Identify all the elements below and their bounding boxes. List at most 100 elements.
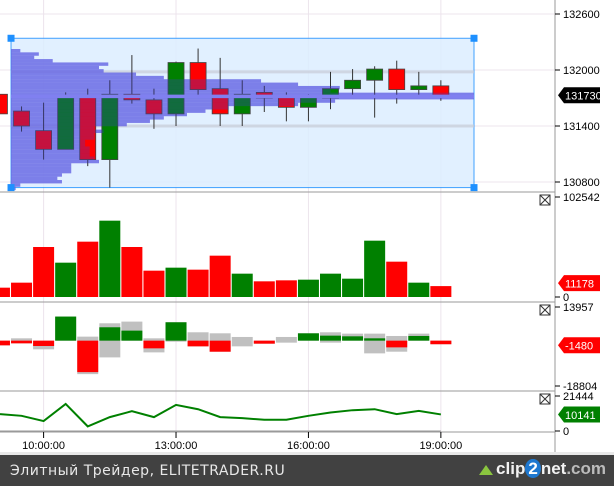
volume-bar — [253, 281, 275, 297]
candle-body — [101, 93, 119, 161]
volume-profile-overlay — [11, 65, 99, 70]
logo-part: net — [540, 459, 567, 478]
axis-tick-label: -18804 — [563, 381, 597, 393]
volume-profile-overlay — [11, 122, 127, 127]
last-value-label: 10141 — [565, 410, 596, 422]
volume-profile-overlay — [11, 156, 95, 160]
volume-profile-bar — [11, 72, 137, 76]
close-icon-cross — [539, 393, 551, 405]
delta-bar — [11, 340, 33, 344]
candle-body — [410, 85, 428, 91]
time-tick-label: 16:00:00 — [287, 440, 330, 452]
delta-bar — [430, 340, 452, 345]
selection-handle — [470, 184, 478, 192]
logo-part: clip — [496, 459, 526, 478]
axis-tick-label: 21444 — [563, 391, 594, 403]
volume-profile-bar — [11, 59, 53, 63]
axis-tick-label: 0 — [563, 292, 569, 304]
candle-body — [388, 68, 406, 90]
volume-profile-overlay — [11, 85, 340, 90]
volume-bar — [364, 240, 386, 297]
trading-chart: 132600132000131400130800102542013957-188… — [0, 0, 614, 455]
volume-profile-bar — [11, 106, 229, 110]
logo-part: .com — [566, 459, 606, 478]
volume-profile-overlay — [11, 149, 90, 154]
volume-profile-overlay — [11, 119, 150, 123]
axis-tick-label: 132000 — [563, 65, 600, 77]
volume-profile-overlay — [11, 69, 104, 73]
volume-profile-bar — [11, 163, 72, 167]
time-tick-label: 13:00:00 — [155, 440, 198, 452]
delta-bar — [165, 322, 187, 341]
volume-profile-bar — [11, 149, 90, 154]
volume-profile-bar — [11, 180, 62, 184]
delta-bar — [408, 335, 430, 341]
delta-bar — [0, 340, 10, 346]
poc-line — [11, 94, 475, 99]
axis-tick-label: 102542 — [563, 192, 600, 204]
volume-profile-bar — [11, 62, 109, 66]
volume-profile-overlay — [11, 136, 95, 140]
axis-tick-label: 130800 — [563, 177, 600, 189]
volume-profile-overlay — [11, 62, 109, 66]
cumulative-line — [0, 402, 442, 428]
volume-bar — [121, 247, 143, 297]
volume-bar — [55, 262, 77, 297]
volume-profile-overlay — [11, 133, 95, 137]
last-value-label: -1480 — [565, 341, 593, 353]
volume-profile-overlay — [11, 146, 90, 150]
delta-bar — [320, 335, 342, 341]
candle-body — [145, 99, 163, 115]
volume-profile-bar — [11, 169, 72, 174]
volume-profile-overlay — [11, 176, 58, 181]
delta-bar — [77, 340, 99, 373]
last-value-label: 11178 — [565, 279, 594, 291]
volume-profile-overlay — [11, 139, 86, 144]
volume-profile-bar — [11, 82, 299, 86]
volume-profile-overlay — [11, 106, 229, 110]
delta-bar — [253, 340, 275, 344]
volume-profile-overlay — [11, 173, 62, 177]
axis-tick-label: 131400 — [563, 121, 600, 133]
volume-bar — [143, 270, 165, 297]
selection-handle — [7, 184, 15, 192]
volume-profile-bar — [11, 156, 95, 160]
volume-bar — [187, 269, 209, 297]
volume-bar — [77, 241, 99, 297]
axis-tick-label: 0 — [563, 426, 569, 438]
selection-handle — [7, 34, 15, 42]
volume-profile-bar — [11, 136, 95, 140]
volume-bar — [297, 279, 319, 297]
candle-body — [0, 93, 8, 115]
volume-profile-bar — [11, 133, 95, 137]
volume-bar — [408, 282, 430, 297]
panel-close-button[interactable] — [539, 304, 551, 316]
volume-profile-bar — [11, 126, 95, 130]
volume-profile-overlay — [11, 82, 299, 86]
volume-profile-bar — [11, 166, 72, 170]
volume-profile-overlay — [11, 126, 95, 130]
selection-handle — [470, 34, 478, 42]
last-value-tag — [558, 337, 600, 354]
delta-bar — [187, 340, 209, 347]
volume-profile-bar — [11, 183, 21, 187]
volume-profile-overlay — [11, 112, 187, 117]
volume-bar — [209, 255, 231, 297]
volume-profile-overlay — [11, 99, 336, 103]
volume-profile-overlay — [11, 163, 72, 167]
delta-bar — [342, 336, 364, 341]
panel-close-button[interactable] — [539, 393, 551, 405]
volume-profile-bar — [11, 112, 187, 117]
volume-profile-bar — [11, 49, 21, 53]
volume-profile-overlay — [11, 49, 21, 53]
volume-profile-overlay — [11, 89, 331, 93]
time-tick-label: 19:00:00 — [419, 440, 462, 452]
axis-tick-label: 13957 — [563, 302, 594, 314]
volume-bar — [11, 282, 33, 297]
volume-bar — [0, 287, 10, 297]
candle-body — [344, 79, 361, 90]
axis-tick-label: 132600 — [563, 9, 600, 21]
panel-close-button[interactable] — [539, 194, 551, 206]
last-value-tag — [558, 406, 600, 423]
delta-bar — [121, 330, 143, 341]
